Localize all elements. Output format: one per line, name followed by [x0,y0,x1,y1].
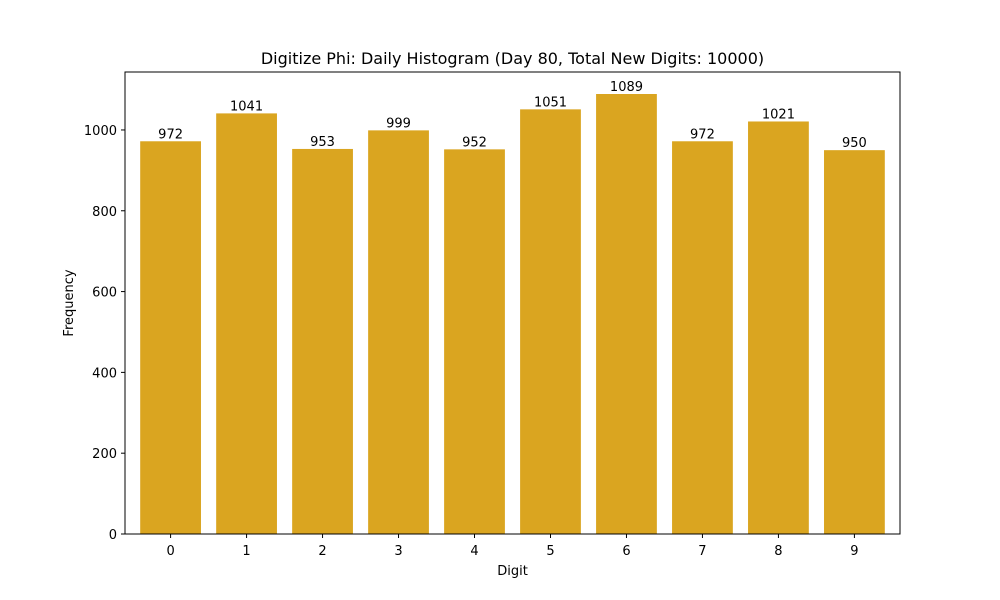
y-tick-label-800: 800 [92,205,117,220]
y-tick-label-1000: 1000 [84,124,117,139]
chart-title: Digitize Phi: Daily Histogram (Day 80, T… [261,49,764,68]
x-axis-label: Digit [497,564,528,579]
y-tick-label-0: 0 [109,528,117,543]
bar-digit-2 [292,149,353,534]
data-label-digit-1: 1041 [230,99,263,114]
y-tick-label-200: 200 [92,447,117,462]
x-tick-label-2: 2 [318,544,326,559]
x-tick-label-4: 4 [470,544,478,559]
y-tick-label-600: 600 [92,286,117,301]
data-label-digit-4: 952 [462,135,487,150]
bar-digit-0 [140,141,201,534]
x-tick-label-9: 9 [850,544,858,559]
bar-digit-5 [520,109,581,534]
bar-digit-1 [216,113,277,534]
x-tick-label-5: 5 [546,544,554,559]
bar-digit-4 [444,149,505,534]
x-tick-label-0: 0 [166,544,174,559]
bar-digit-7 [672,141,733,534]
y-axis-label: Frequency [62,269,77,336]
data-label-digit-7: 972 [690,127,715,142]
x-tick-label-7: 7 [698,544,706,559]
data-label-digit-3: 999 [386,116,411,131]
x-tick-label-8: 8 [774,544,782,559]
bar-digit-6 [596,94,657,534]
data-label-digit-8: 1021 [762,107,795,122]
data-label-digit-2: 953 [310,135,335,150]
bar-digit-9 [824,150,885,534]
bar-digit-8 [748,121,809,534]
x-tick-label-6: 6 [622,544,630,559]
x-tick-label-1: 1 [242,544,250,559]
data-label-digit-0: 972 [158,127,183,142]
data-label-digit-6: 1089 [610,80,643,95]
data-label-digit-5: 1051 [534,95,567,110]
data-label-digit-9: 950 [842,136,867,151]
y-tick-label-400: 400 [92,366,117,381]
bar-digit-3 [368,130,429,534]
x-tick-label-3: 3 [394,544,402,559]
